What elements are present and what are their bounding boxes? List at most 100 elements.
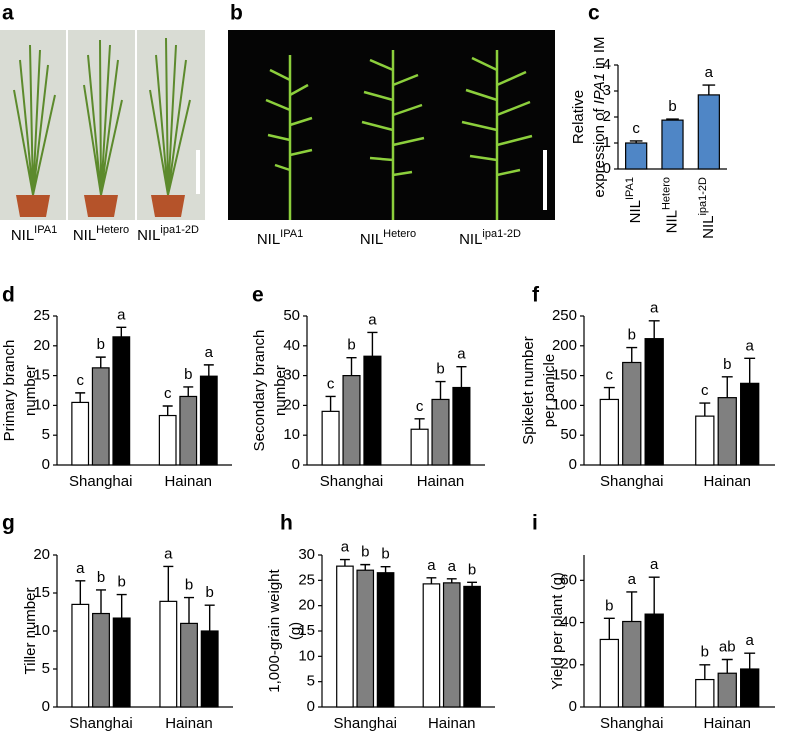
bar [71,603,90,708]
y-axis-label: Primary branch [1,340,18,442]
y-tick-label: 60 [560,571,577,588]
bar [644,338,664,466]
y-tick-label: 20 [560,656,577,673]
plant [13,37,191,196]
y-axis-label-part: Spikelet number [520,336,537,444]
y-tick-label: 30 [283,367,300,384]
error-bar [629,140,643,143]
bar [159,600,178,708]
y-tick-label: 10 [33,622,50,639]
significance-letter: b [668,98,676,115]
caption-base: NIL [73,227,96,244]
caption: NILIPA1 [257,228,303,248]
scale-bar [196,150,200,194]
bar [356,569,375,708]
error-bar [435,380,446,400]
error-bar [380,565,391,573]
y-tick-label: 10 [33,396,50,413]
y-tick-label: 40 [560,614,577,631]
bar [321,410,340,466]
significance-letter: b [605,597,613,614]
error-bar [204,604,215,631]
y-tick-label: 0 [292,456,300,473]
error-bar [648,576,660,615]
y-axis-label-part: Primary branch [1,340,18,442]
error-bar [325,395,336,412]
caption: NILHetero [360,228,416,248]
y-tick-label: 2 [603,108,611,125]
error-bar [75,392,86,403]
significance-letter: b [206,584,214,601]
error-bar [666,118,679,121]
y-axis-label-part: Relative [570,90,587,144]
bar [697,94,720,170]
y-tick-label: 10 [283,426,300,443]
caption-sup: IPA1 [624,177,636,200]
y-tick-label: 200 [552,337,577,354]
y-tick-label: 150 [552,367,577,384]
y-tick-label: 15 [298,622,315,639]
y-axis-label-part: expression of [591,108,608,198]
y-tick-label: 20 [33,337,50,354]
bar [92,612,110,708]
y-tick-label: 0 [42,698,50,715]
bar [717,397,737,466]
caption-base: NIL [11,227,34,244]
y-tick-label: 20 [33,546,50,563]
caption-base: NIL [700,216,717,239]
error-bar [721,658,733,674]
y-tick-label: 4 [603,56,611,73]
bar [740,382,760,466]
panel-label: g [2,512,15,535]
y-tick-label: 0 [42,456,50,473]
x-tick-label: Shanghai [69,715,132,732]
significance-letter: c [327,375,335,392]
caption: NILipa1-2D [459,228,521,248]
y-tick-label: 20 [283,396,300,413]
y-axis-label-part: number [272,365,289,416]
y-axis-label: number [22,365,39,416]
error-bar [162,405,173,416]
caption: NILIPA1 [624,177,644,223]
caption-sup: Hetero [383,228,416,240]
y-tick-label: 50 [283,307,300,324]
bar [644,613,664,708]
y-axis-label: Secondary branch [251,330,268,452]
significance-letter: b [628,327,636,344]
significance-letter: a [427,557,436,574]
significance-letter: b [118,573,126,590]
x-tick-label: Shanghai [320,473,383,490]
y-axis-label-part: Yield per plant (g) [549,572,566,690]
panel-label: a [2,2,14,25]
significance-letter: a [164,545,173,562]
error-bar [744,357,756,384]
y-tick-label: 0 [603,160,611,177]
error-bar [699,402,711,417]
significance-letter: ab [719,638,736,655]
significance-letter: b [436,361,444,378]
significance-letter: b [185,577,193,594]
error-bar [721,376,733,398]
bar [622,361,642,466]
bar [599,638,619,708]
caption-sup: Hetero [660,177,672,210]
bar [695,415,715,466]
caption-base: NIL [360,231,383,248]
bar [91,367,110,466]
error-bar [414,418,425,430]
significance-letter: c [76,372,84,389]
bar [695,678,715,708]
error-bar [183,386,194,397]
y-axis-label: per panicle [541,354,558,427]
error-bar [426,577,437,584]
bar [442,582,461,708]
bar [410,428,429,466]
error-bar [203,364,214,377]
separator [66,30,68,220]
separator [135,30,137,220]
significance-letter: b [347,337,355,354]
bar [180,622,198,708]
error-bar [456,365,467,388]
y-axis-label-part: per panicle [541,354,558,427]
error-bar [360,563,371,571]
